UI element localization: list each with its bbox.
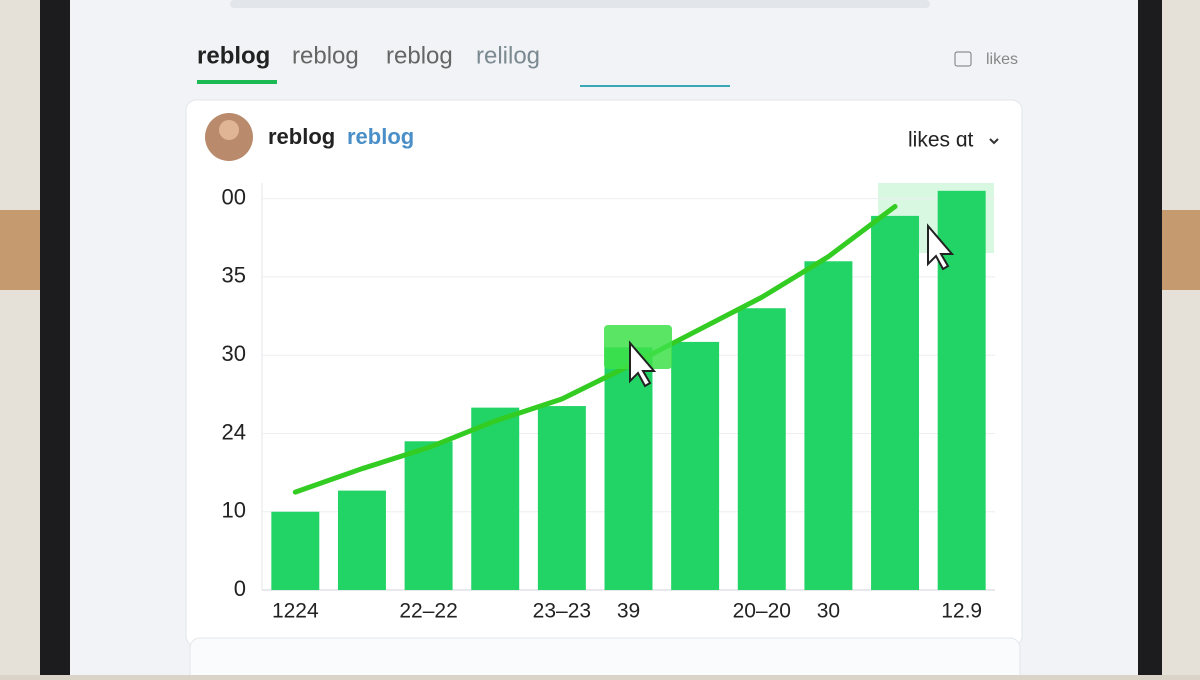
dropdown-caret [989,138,999,145]
chart: 0 10 24 30 35 00 1224 22–22 23–23 39 20–20 30 12.9 [222,183,995,623]
bar [804,261,853,590]
bar [737,308,786,590]
bar [537,406,586,590]
bar [871,215,920,590]
tab-underline [580,85,730,87]
x-tick-label: 23–23 [533,600,591,623]
x-tick-label: 20–20 [733,600,791,623]
bar [937,190,986,591]
tab[interactable]: relilog [476,42,540,69]
bar [604,347,653,590]
bar [671,341,720,590]
x-tick-label: 12.9 [941,600,982,623]
y-tick-label: 30 [222,341,246,366]
bar [337,490,386,590]
cursor [629,340,657,388]
y-tick-label: 10 [222,498,246,523]
likes-icon [954,51,972,67]
bar [271,511,320,590]
tab[interactable]: reblog [197,42,270,69]
author-name[interactable]: reblog [268,124,335,149]
cursor [927,223,955,271]
active-tab-indicator [197,80,277,84]
x-tick-label: 22–22 [399,600,457,623]
likes-button[interactable]: likes [986,51,1018,68]
x-tick-label: 1224 [272,600,319,623]
hover-highlight [604,325,672,369]
y-tick-label: 0 [234,576,246,601]
author-link[interactable]: reblog [347,124,414,149]
bar [404,441,453,590]
y-tick-label: 00 [222,184,246,209]
bar [471,407,520,590]
tab[interactable]: reblog [386,42,453,69]
search-bar [230,0,930,8]
trend-line [292,203,898,495]
dropdown[interactable]: likes ɑt [908,129,974,152]
next-card [189,637,1021,680]
avatar-face [219,120,239,140]
x-tick-label: 30 [817,600,840,623]
x-tick-label: 39 [617,600,640,623]
tab[interactable]: reblog [292,42,359,69]
y-tick-label: 35 [222,263,246,288]
y-tick-label: 24 [222,419,246,444]
